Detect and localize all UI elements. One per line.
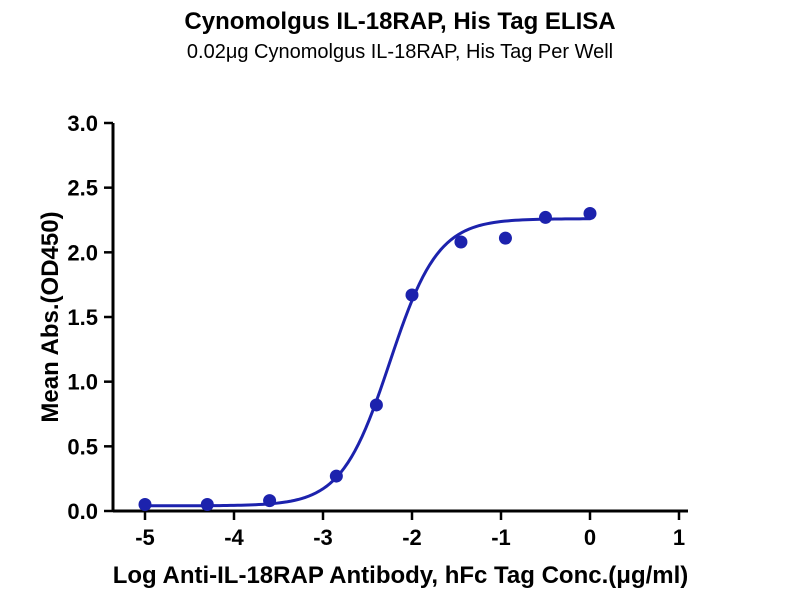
data-point xyxy=(200,498,214,512)
y-tick-label: 1.5 xyxy=(67,305,98,330)
chart-title: Cynomolgus IL-18RAP, His Tag ELISA xyxy=(184,8,616,35)
y-tick-label: 2.5 xyxy=(67,176,98,201)
x-tick-label: -2 xyxy=(402,525,422,550)
y-tick-label: 0.0 xyxy=(67,499,98,524)
x-tick-label: -4 xyxy=(224,525,244,550)
chart-header: Cynomolgus IL-18RAP, His Tag ELISA 0.02μ… xyxy=(0,0,800,66)
data-point xyxy=(263,494,277,508)
data-point xyxy=(454,235,468,249)
chart-subtitle: 0.02μg Cynomolgus IL-18RAP, His Tag Per … xyxy=(186,41,614,63)
y-axis-label: Mean Abs.(OD450) xyxy=(37,211,64,422)
x-tick-label: -1 xyxy=(491,525,511,550)
y-tick-label: 2.0 xyxy=(67,240,98,265)
data-point xyxy=(539,210,552,224)
fit-curve xyxy=(143,217,592,508)
y-tick-label: 3.0 xyxy=(67,111,98,136)
y-tick-label: 0.5 xyxy=(67,434,98,459)
data-point xyxy=(405,288,419,302)
x-axis-label: Log Anti-IL-18RAP Antibody, hFc Tag Conc… xyxy=(113,562,689,589)
data-point xyxy=(329,469,343,483)
x-tick-label: -5 xyxy=(135,525,155,550)
x-tick-label: 0 xyxy=(584,525,596,550)
data-point xyxy=(138,498,152,512)
x-tick-label: -3 xyxy=(313,525,333,550)
x-tick-label: 1 xyxy=(673,525,685,550)
data-point xyxy=(583,207,597,221)
data-point xyxy=(369,398,383,412)
y-tick-label: 1.0 xyxy=(67,370,98,395)
elisa-plot-svg: -5 -4 -3 -2 -1 0 1 0.0 0.5 1.0 1.5 2.0 2.5 3.0 Log Ant… xyxy=(37,111,689,589)
data-point xyxy=(498,231,512,245)
